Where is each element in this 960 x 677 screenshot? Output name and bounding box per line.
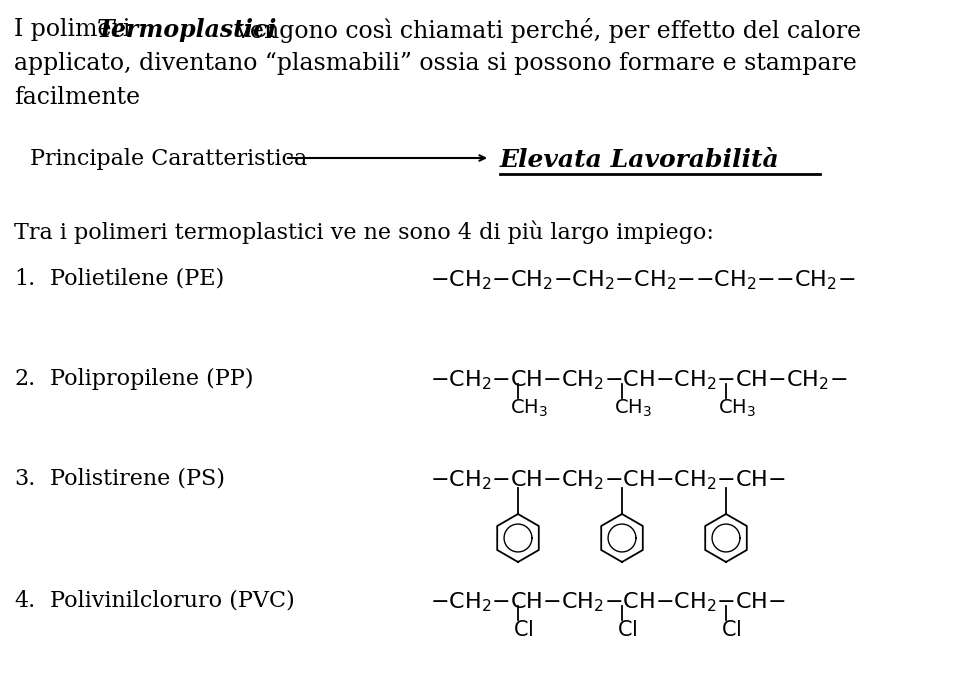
Text: Tra i polimeri termoplastici ve ne sono 4 di più largo impiego:: Tra i polimeri termoplastici ve ne sono … (14, 220, 714, 244)
Text: I polimeri: I polimeri (14, 18, 138, 41)
Text: 2.: 2. (14, 368, 36, 390)
Text: applicato, diventano “plasmabili” ossia si possono formare e stampare: applicato, diventano “plasmabili” ossia … (14, 52, 857, 75)
Text: $\mathsf{-CH_2{-}CH{-}CH_2{-}CH{-}CH_2{-}CH{-}}$: $\mathsf{-CH_2{-}CH{-}CH_2{-}CH{-}CH_2{-… (430, 590, 786, 614)
Text: Termoplastici: Termoplastici (97, 18, 277, 42)
Text: $\mathsf{Cl}$: $\mathsf{Cl}$ (617, 620, 637, 640)
Text: 1.: 1. (14, 268, 36, 290)
Text: $\mathsf{-CH_2{-}CH{-}CH_2{-}CH{-}CH_2{-}CH{-}CH_2{-}}$: $\mathsf{-CH_2{-}CH{-}CH_2{-}CH{-}CH_2{-… (430, 368, 848, 392)
Text: $\mathsf{CH_3}$: $\mathsf{CH_3}$ (718, 398, 756, 419)
Text: Principale Caratteristica: Principale Caratteristica (30, 148, 307, 170)
Text: 3.: 3. (14, 468, 36, 490)
Text: $\mathsf{Cl}$: $\mathsf{Cl}$ (721, 620, 741, 640)
Text: Polipropilene (PP): Polipropilene (PP) (50, 368, 253, 390)
Text: $\mathsf{Cl}$: $\mathsf{Cl}$ (513, 620, 534, 640)
Text: Elevata Lavorabilità: Elevata Lavorabilità (500, 148, 780, 172)
Text: Polistirene (PS): Polistirene (PS) (50, 468, 225, 490)
Text: $\mathsf{-CH_2{-}CH_2{-}CH_2{-}CH_2{-}{-}CH_2{-}{-}CH_2{-}}$: $\mathsf{-CH_2{-}CH_2{-}CH_2{-}CH_2{-}{-… (430, 268, 855, 292)
Text: 4.: 4. (14, 590, 36, 612)
Text: $\mathsf{CH_3}$: $\mathsf{CH_3}$ (510, 398, 548, 419)
Text: Polivinilcloruro (PVC): Polivinilcloruro (PVC) (50, 590, 295, 612)
Text: vengono così chiamati perché, per effetto del calore: vengono così chiamati perché, per effett… (229, 18, 861, 43)
Text: $\mathsf{-CH_2{-}CH{-}CH_2{-}CH{-}CH_2{-}CH{-}}$: $\mathsf{-CH_2{-}CH{-}CH_2{-}CH{-}CH_2{-… (430, 468, 786, 492)
Text: facilmente: facilmente (14, 86, 140, 109)
Text: Polietilene (PE): Polietilene (PE) (50, 268, 225, 290)
Text: $\mathsf{CH_3}$: $\mathsf{CH_3}$ (614, 398, 652, 419)
